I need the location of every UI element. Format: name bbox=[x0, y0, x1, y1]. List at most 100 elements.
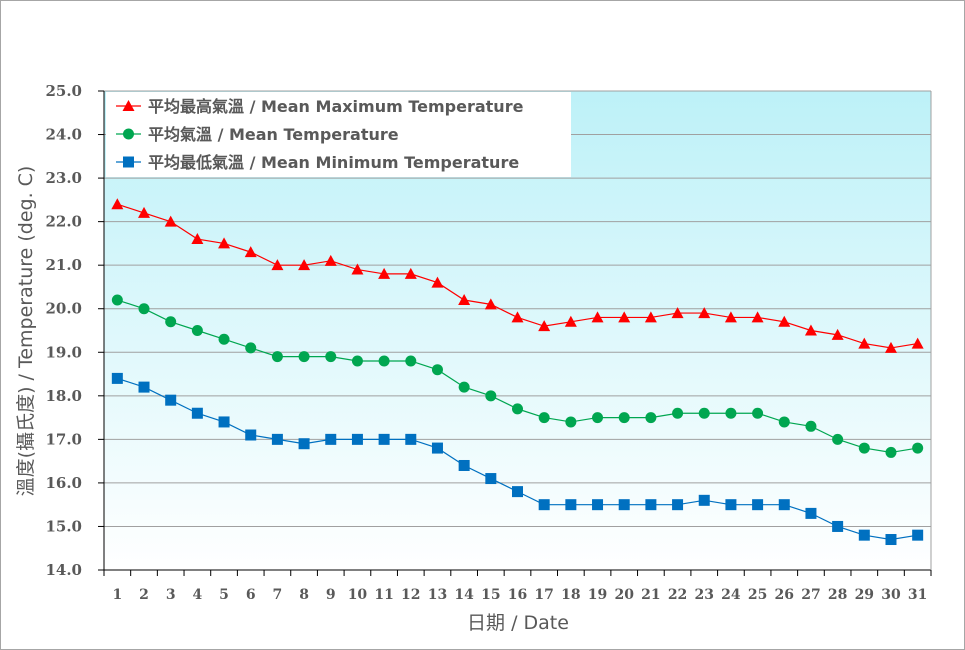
legend-box bbox=[106, 92, 571, 177]
square-marker bbox=[912, 529, 924, 541]
x-axis-title: 日期 / Date bbox=[467, 612, 569, 634]
triangle-marker bbox=[138, 206, 151, 218]
x-tick-label: 8 bbox=[299, 587, 309, 603]
y-tick-label: 23.0 bbox=[45, 169, 82, 187]
circle-marker bbox=[431, 364, 443, 376]
series-circle bbox=[111, 294, 924, 458]
x-tick-label: 13 bbox=[428, 587, 447, 603]
x-tick-label: 25 bbox=[748, 587, 767, 603]
x-tick-label: 2 bbox=[139, 587, 149, 603]
square-marker bbox=[458, 459, 470, 471]
square-marker bbox=[298, 438, 310, 450]
circle-marker bbox=[832, 433, 844, 445]
x-tick-label: 26 bbox=[775, 587, 794, 603]
triangle-marker bbox=[698, 307, 711, 319]
x-tick-label: 12 bbox=[401, 587, 420, 603]
circle-marker bbox=[245, 342, 257, 354]
triangle-marker bbox=[644, 311, 657, 323]
square-marker bbox=[271, 433, 283, 445]
circle-marker bbox=[271, 351, 283, 363]
x-tick-label: 15 bbox=[481, 587, 500, 603]
legend-label: 平均最高氣溫 / Mean Maximum Temperature bbox=[148, 97, 524, 116]
circle-marker bbox=[672, 407, 684, 419]
circle-marker bbox=[485, 390, 497, 402]
square-marker bbox=[778, 499, 790, 511]
x-tick-label: 30 bbox=[881, 587, 901, 603]
circle-marker bbox=[912, 442, 924, 454]
square-marker bbox=[123, 156, 134, 168]
circle-marker bbox=[725, 407, 737, 419]
circle-marker bbox=[325, 351, 337, 363]
x-tick-label: 23 bbox=[694, 587, 713, 603]
square-marker bbox=[245, 429, 257, 441]
circle-marker bbox=[138, 303, 150, 315]
x-tick-label: 4 bbox=[192, 587, 202, 603]
triangle-marker bbox=[458, 294, 471, 306]
square-marker bbox=[485, 473, 497, 485]
square-marker bbox=[512, 486, 523, 498]
square-marker bbox=[191, 407, 203, 419]
square-marker bbox=[111, 372, 123, 384]
triangle-marker bbox=[271, 259, 284, 271]
x-tick-label: 14 bbox=[454, 587, 474, 603]
triangle-marker bbox=[591, 311, 604, 323]
triangle-marker bbox=[564, 315, 577, 327]
circle-marker bbox=[885, 446, 897, 458]
y-tick-label: 17.0 bbox=[45, 430, 82, 448]
square-marker bbox=[218, 416, 230, 428]
square-marker bbox=[405, 433, 417, 445]
circle-marker bbox=[165, 316, 177, 328]
x-tick-label: 21 bbox=[641, 587, 660, 603]
x-tick-label: 1 bbox=[112, 587, 122, 603]
circle-marker bbox=[645, 412, 657, 424]
circle-marker bbox=[752, 407, 764, 419]
square-marker bbox=[431, 442, 443, 454]
circle-marker bbox=[858, 442, 870, 454]
x-tick-label: 24 bbox=[721, 587, 741, 603]
triangle-marker bbox=[724, 311, 737, 323]
circle-marker bbox=[191, 325, 203, 336]
circle-marker bbox=[805, 420, 817, 432]
y-tick-label: 19.0 bbox=[45, 343, 82, 361]
x-tick-label: 16 bbox=[508, 587, 527, 603]
y-axis-title: 溫度(攝氏度) / Temperature (deg. C) bbox=[15, 166, 37, 497]
legend: 平均最高氣溫 / Mean Maximum Temperature 平均氣溫 / … bbox=[106, 92, 571, 177]
square-marker bbox=[325, 433, 337, 445]
square-marker bbox=[698, 494, 710, 506]
square-marker bbox=[351, 433, 363, 445]
y-tick-label: 22.0 bbox=[45, 213, 82, 231]
x-tick-label: 3 bbox=[166, 587, 176, 603]
x-tick-label: 27 bbox=[801, 587, 820, 603]
square-marker bbox=[645, 499, 657, 511]
circle-marker bbox=[378, 355, 390, 367]
x-tick-label: 29 bbox=[855, 587, 874, 603]
square-marker bbox=[725, 499, 737, 511]
square-marker bbox=[138, 381, 150, 393]
x-tick-label: 11 bbox=[374, 587, 393, 603]
square-marker bbox=[832, 520, 844, 532]
x-tick-label: 20 bbox=[614, 587, 634, 603]
y-tick-label: 20.0 bbox=[45, 300, 82, 318]
circle-marker bbox=[111, 294, 123, 306]
triangle-marker bbox=[884, 341, 897, 353]
triangle-marker bbox=[618, 311, 631, 323]
x-tick-label: 10 bbox=[348, 587, 368, 603]
triangle-marker bbox=[378, 267, 391, 279]
triangle-marker bbox=[511, 311, 524, 323]
triangle-marker bbox=[778, 315, 791, 327]
square-marker bbox=[752, 499, 764, 511]
legend-label: 平均氣溫 / Mean Temperature bbox=[148, 125, 399, 144]
square-marker bbox=[592, 499, 604, 511]
triangle-marker bbox=[858, 337, 871, 349]
circle-marker bbox=[405, 355, 417, 367]
circle-marker bbox=[298, 351, 310, 363]
y-tick-label: 25.0 bbox=[45, 82, 82, 100]
triangle-marker bbox=[298, 259, 311, 271]
circle-marker bbox=[458, 381, 470, 393]
square-marker bbox=[165, 394, 177, 406]
square-marker bbox=[618, 499, 630, 511]
x-tick-label: 28 bbox=[828, 587, 847, 603]
circle-marker bbox=[698, 407, 710, 419]
triangle-marker bbox=[244, 246, 257, 258]
x-tick-label: 19 bbox=[588, 587, 607, 603]
